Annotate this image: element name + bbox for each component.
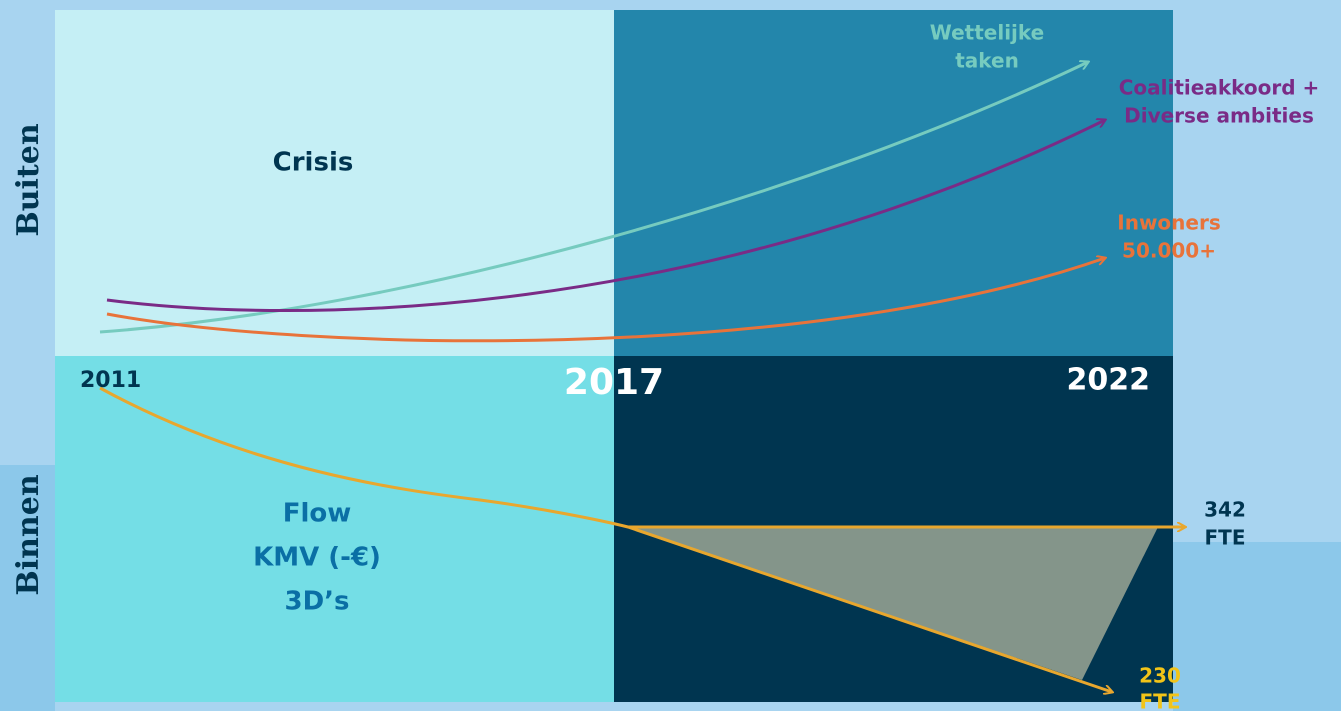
background-band: [1173, 542, 1341, 711]
quadrant-label: 3D’s: [284, 587, 349, 617]
year-label: 2017: [564, 362, 664, 403]
gap-area: [628, 527, 1158, 680]
curve: [99, 386, 1112, 692]
fte-label: FTE: [1140, 690, 1181, 711]
curve: [106, 120, 1105, 313]
curve: [106, 258, 1105, 343]
curve-label: Diverse ambities: [1124, 104, 1314, 128]
year-label: 2022: [1067, 363, 1151, 398]
fte-label: FTE: [1205, 526, 1246, 550]
quadrant-label: Flow: [283, 499, 352, 529]
curve-label: Coalitieakkoord +: [1119, 76, 1320, 100]
quadrant: [614, 10, 1173, 356]
curve-label: taken: [955, 49, 1019, 73]
curve-label: Inwoners: [1117, 211, 1220, 235]
curve: [99, 62, 1088, 334]
fte-label: 342: [1204, 498, 1246, 522]
fte-label: 230: [1139, 664, 1181, 688]
quadrant: [55, 10, 614, 356]
background-band: [0, 465, 55, 711]
curve-label: 50.000+: [1122, 239, 1216, 263]
quadrant-label: KMV (-€): [253, 543, 381, 573]
side-label: Binnen: [11, 474, 46, 595]
year-label: 2011: [80, 368, 141, 393]
curve-label: Wettelijke: [930, 21, 1045, 45]
quadrant-label: Crisis: [273, 148, 354, 178]
side-label: Buiten: [11, 123, 46, 237]
